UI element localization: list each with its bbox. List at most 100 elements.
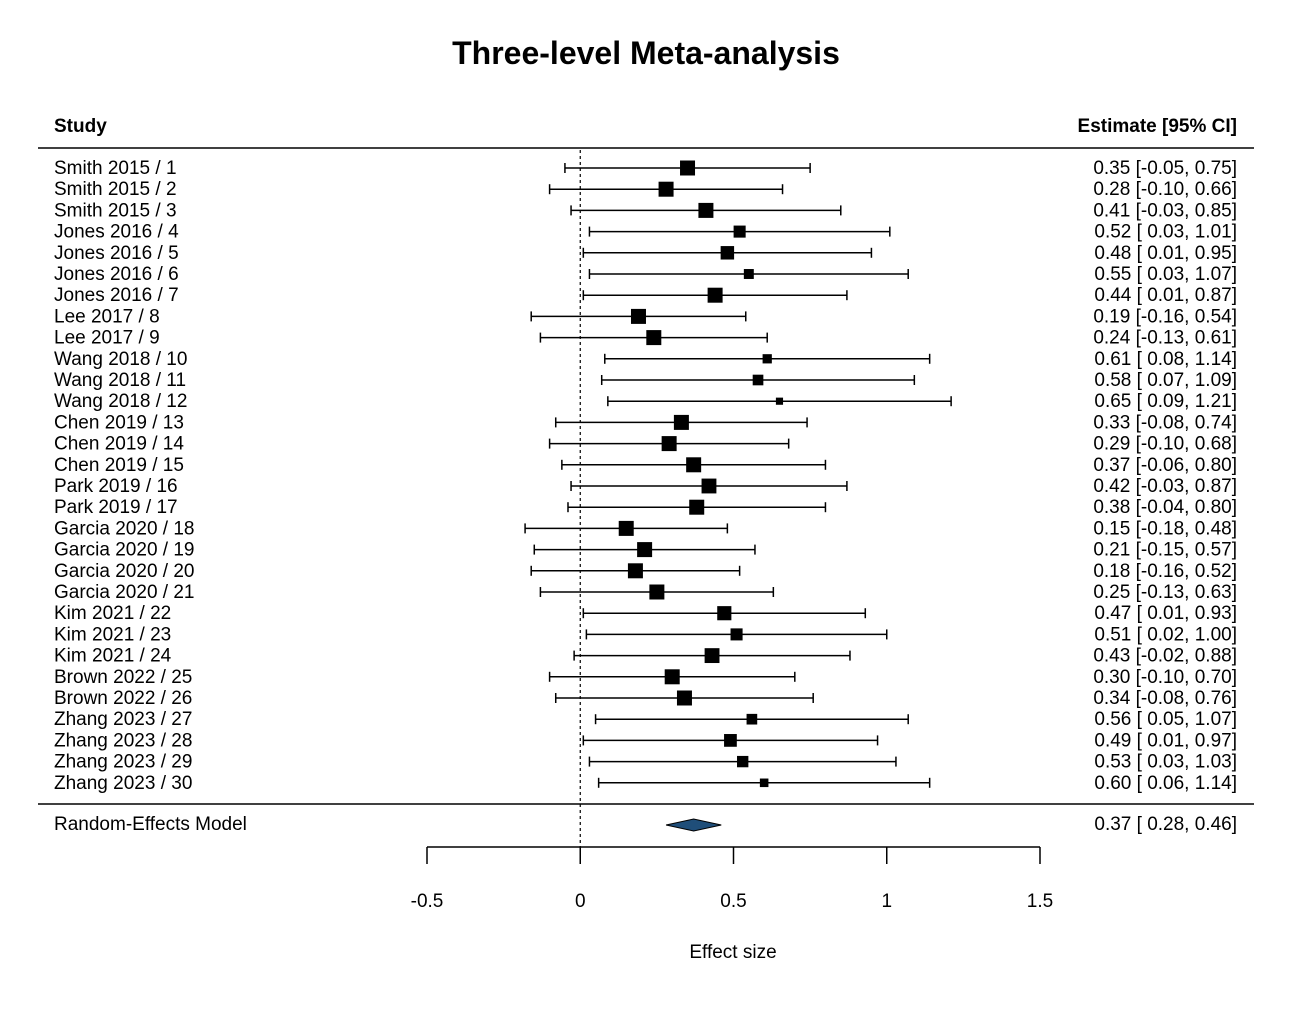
- study-estimate-text: 0.52 [ 0.03, 1.01]: [1094, 222, 1237, 243]
- study-row: Garcia 2020 / 21 0.25 [-0.13, 0.63]: [54, 582, 1237, 603]
- point-estimate: [618, 520, 634, 536]
- study-label: Jones 2016 / 4: [54, 222, 179, 243]
- study-estimate-text: 0.48 [ 0.01, 0.95]: [1094, 243, 1237, 264]
- study-estimate-text: 0.55 [ 0.03, 1.07]: [1094, 264, 1237, 285]
- point-estimate: [698, 202, 714, 218]
- point-estimate: [661, 436, 677, 452]
- study-rows: Smith 2015 / 1 0.35 [-0.05, 0.75]Smith 20…: [54, 158, 1237, 794]
- study-row: Jones 2016 / 7 0.44 [ 0.01, 0.87]: [54, 285, 1237, 306]
- point-estimate: [664, 669, 680, 685]
- point-estimate: [707, 287, 723, 303]
- study-row: Wang 2018 / 12 0.65 [ 0.09, 1.21]: [54, 391, 1237, 412]
- study-estimate-text: 0.56 [ 0.05, 1.07]: [1094, 709, 1237, 730]
- study-label: Garcia 2020 / 19: [54, 540, 194, 561]
- point-estimate: [759, 778, 769, 788]
- study-label: Brown 2022 / 25: [54, 667, 192, 688]
- study-estimate-text: 0.24 [-0.13, 0.61]: [1093, 328, 1237, 349]
- study-label: Lee 2017 / 8: [54, 306, 160, 327]
- estimate-column-header: Estimate [95% CI]: [1078, 116, 1237, 137]
- study-row: Wang 2018 / 10 0.61 [ 0.08, 1.14]: [54, 349, 1237, 370]
- point-estimate: [680, 160, 696, 176]
- study-estimate-text: 0.33 [-0.08, 0.74]: [1093, 412, 1237, 433]
- study-row: Smith 2015 / 1 0.35 [-0.05, 0.75]: [54, 158, 1237, 179]
- study-estimate-text: 0.60 [ 0.06, 1.14]: [1094, 773, 1237, 794]
- point-estimate: [646, 330, 662, 346]
- study-row: Park 2019 / 16 0.42 [-0.03, 0.87]: [54, 476, 1237, 497]
- point-estimate: [658, 181, 674, 197]
- point-estimate: [743, 269, 754, 279]
- study-column-header: Study: [54, 116, 107, 137]
- study-estimate-text: 0.18 [-0.16, 0.52]: [1093, 561, 1237, 582]
- summary-estimate-text: 0.37 [ 0.28, 0.46]: [1094, 814, 1237, 835]
- study-estimate-text: 0.42 [-0.03, 0.87]: [1093, 476, 1237, 497]
- summary-label: Random-Effects Model: [54, 814, 247, 835]
- study-row: Brown 2022 / 26 0.34 [-0.08, 0.76]: [54, 688, 1237, 709]
- study-estimate-text: 0.47 [ 0.01, 0.93]: [1094, 603, 1237, 624]
- study-label: Zhang 2023 / 29: [54, 752, 192, 773]
- study-label: Jones 2016 / 6: [54, 264, 179, 285]
- study-row: Zhang 2023 / 27 0.56 [ 0.05, 1.07]: [54, 709, 1237, 730]
- point-estimate: [649, 584, 665, 600]
- study-row: Park 2019 / 17 0.38 [-0.04, 0.80]: [54, 497, 1237, 518]
- point-estimate: [637, 542, 653, 558]
- study-estimate-text: 0.44 [ 0.01, 0.87]: [1094, 285, 1237, 306]
- point-estimate: [717, 606, 732, 621]
- point-estimate: [746, 713, 758, 725]
- study-estimate-text: 0.61 [ 0.08, 1.14]: [1094, 349, 1237, 370]
- summary-row: Random-Effects Model 0.37 [ 0.28, 0.46]: [54, 814, 1237, 835]
- x-axis-label: Effect size: [689, 942, 776, 963]
- study-estimate-text: 0.25 [-0.13, 0.63]: [1093, 582, 1237, 603]
- study-label: Brown 2022 / 26: [54, 688, 192, 709]
- study-estimate-text: 0.15 [-0.18, 0.48]: [1093, 518, 1237, 539]
- x-tick-label: 1.5: [1027, 891, 1053, 912]
- study-label: Chen 2019 / 14: [54, 434, 184, 455]
- point-estimate: [630, 308, 646, 324]
- study-row: Chen 2019 / 13 0.33 [-0.08, 0.74]: [54, 412, 1237, 433]
- study-label: Smith 2015 / 1: [54, 158, 177, 179]
- study-row: Kim 2021 / 24 0.43 [-0.02, 0.88]: [54, 646, 1237, 667]
- study-label: Smith 2015 / 2: [54, 179, 177, 200]
- study-estimate-text: 0.35 [-0.05, 0.75]: [1093, 158, 1237, 179]
- point-estimate: [701, 478, 717, 494]
- study-row: Jones 2016 / 4 0.52 [ 0.03, 1.01]: [54, 222, 1237, 243]
- point-estimate: [720, 246, 735, 260]
- study-estimate-text: 0.58 [ 0.07, 1.09]: [1094, 370, 1237, 391]
- x-tick-label: 1: [881, 891, 892, 912]
- point-estimate: [704, 648, 720, 664]
- study-row: Garcia 2020 / 20 0.18 [-0.16, 0.52]: [54, 561, 1237, 582]
- study-row: Chen 2019 / 14 0.29 [-0.10, 0.68]: [54, 434, 1237, 455]
- x-tick-label: -0.5: [411, 891, 444, 912]
- point-estimate: [775, 397, 784, 405]
- point-estimate: [673, 414, 689, 430]
- study-row: Lee 2017 / 9 0.24 [-0.13, 0.61]: [54, 328, 1237, 349]
- study-label: Kim 2021 / 24: [54, 646, 172, 667]
- study-label: Jones 2016 / 5: [54, 243, 179, 264]
- study-row: Kim 2021 / 23 0.51 [ 0.02, 1.00]: [54, 624, 1237, 645]
- study-row: Garcia 2020 / 19 0.21 [-0.15, 0.57]: [54, 540, 1237, 561]
- point-estimate: [737, 755, 749, 768]
- study-label: Kim 2021 / 22: [54, 603, 171, 624]
- chart-title: Three-level Meta-analysis: [452, 35, 840, 71]
- point-estimate: [627, 563, 643, 579]
- study-estimate-text: 0.28 [-0.10, 0.66]: [1093, 179, 1237, 200]
- x-tick-label: 0: [575, 891, 586, 912]
- point-estimate: [689, 499, 705, 515]
- study-row: Kim 2021 / 22 0.47 [ 0.01, 0.93]: [54, 603, 1237, 624]
- study-row: Garcia 2020 / 18 0.15 [-0.18, 0.48]: [54, 518, 1237, 539]
- study-row: Jones 2016 / 6 0.55 [ 0.03, 1.07]: [54, 264, 1237, 285]
- study-estimate-text: 0.19 [-0.16, 0.54]: [1093, 306, 1237, 327]
- study-label: Zhang 2023 / 27: [54, 709, 192, 730]
- study-row: Jones 2016 / 5 0.48 [ 0.01, 0.95]: [54, 243, 1237, 264]
- study-label: Garcia 2020 / 20: [54, 561, 194, 582]
- study-label: Wang 2018 / 11: [54, 370, 186, 391]
- point-estimate: [730, 628, 743, 641]
- study-estimate-text: 0.43 [-0.02, 0.88]: [1093, 646, 1237, 667]
- point-estimate: [686, 457, 702, 473]
- study-estimate-text: 0.65 [ 0.09, 1.21]: [1094, 391, 1237, 412]
- study-label: Garcia 2020 / 18: [54, 518, 194, 539]
- study-estimate-text: 0.21 [-0.15, 0.57]: [1093, 540, 1237, 561]
- study-row: Smith 2015 / 3 0.41 [-0.03, 0.85]: [54, 200, 1237, 221]
- study-label: Chen 2019 / 15: [54, 455, 184, 476]
- point-estimate: [724, 734, 737, 747]
